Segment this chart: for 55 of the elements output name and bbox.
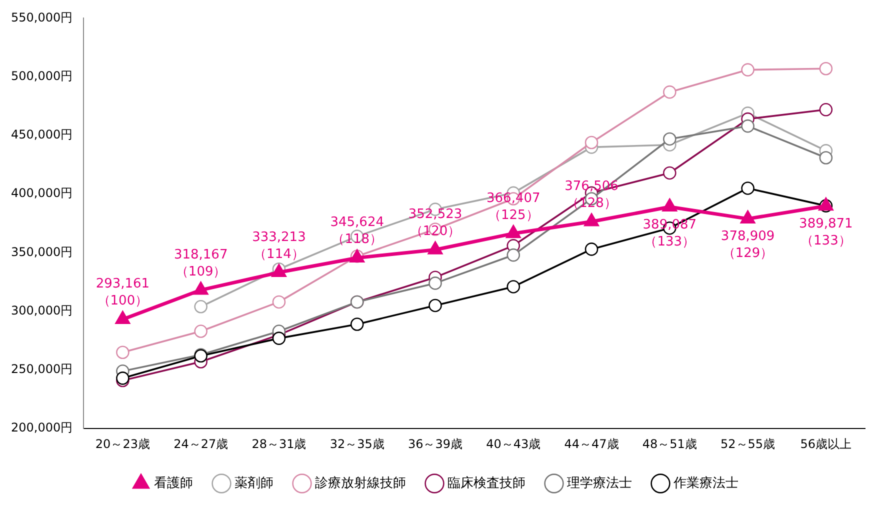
data-label: 293,161 （100） bbox=[96, 276, 150, 309]
legend-label: 理学療法士 bbox=[567, 476, 632, 491]
point bbox=[663, 85, 676, 99]
x-tick-label: 52～55歳 bbox=[720, 436, 776, 451]
data-label: 318,167 （109） bbox=[174, 247, 228, 280]
data-label: 366,407 （125） bbox=[486, 190, 540, 223]
data-label: 352,523 （120） bbox=[408, 207, 462, 240]
point bbox=[350, 318, 364, 331]
point bbox=[428, 276, 442, 290]
y-tick-label: 450,000円 bbox=[11, 128, 73, 142]
legend-label: 臨床検査技師 bbox=[448, 476, 526, 491]
legend-label: 薬剤師 bbox=[234, 476, 274, 491]
point bbox=[584, 136, 598, 150]
point bbox=[584, 242, 598, 256]
data-label: 376,506 （128） bbox=[564, 179, 618, 212]
x-tick-label: 36～39歳 bbox=[408, 436, 463, 451]
point bbox=[428, 298, 442, 312]
data-label: 333,213 （114） bbox=[252, 230, 306, 262]
y-tick-label: 350,000円 bbox=[11, 244, 73, 259]
x-tick-label: 40～43歳 bbox=[486, 436, 541, 451]
y-tick-label: 200,000円 bbox=[11, 420, 73, 435]
point bbox=[272, 295, 286, 309]
point bbox=[194, 300, 208, 314]
x-tick-label: 56歳以上 bbox=[800, 436, 852, 451]
data-label: 378,909 （129） bbox=[720, 229, 775, 262]
legend-label: 診療放射線技師 bbox=[315, 476, 406, 491]
point bbox=[741, 182, 754, 195]
x-tick-label: 44～47歳 bbox=[564, 436, 619, 451]
data-label: 389,871 （133） bbox=[799, 216, 853, 248]
y-tick-label: 300,000円 bbox=[11, 303, 73, 318]
point bbox=[819, 103, 833, 116]
x-tick-label: 20～23歳 bbox=[95, 436, 150, 451]
x-tick-label: 32～35歳 bbox=[330, 436, 384, 451]
y-tick-label: 400,000円 bbox=[11, 186, 73, 200]
point bbox=[506, 248, 520, 262]
x-tick-label: 24～27歳 bbox=[174, 436, 228, 451]
legend-label: 作業療法士 bbox=[672, 476, 738, 491]
point bbox=[116, 346, 130, 360]
point bbox=[741, 63, 754, 76]
point bbox=[116, 372, 130, 385]
data-label: 345,624 （118） bbox=[330, 215, 384, 248]
y-tick-label: 550,000円 bbox=[11, 10, 73, 24]
y-tick-label: 250,000円 bbox=[11, 362, 73, 376]
point bbox=[819, 151, 833, 164]
y-tick-label: 500,000円 bbox=[11, 68, 73, 83]
x-tick-label: 48～51歳 bbox=[642, 436, 697, 451]
point bbox=[663, 166, 676, 180]
point bbox=[819, 62, 833, 76]
point bbox=[194, 324, 208, 338]
x-tick-label: 28～31歳 bbox=[252, 436, 306, 451]
point bbox=[741, 119, 754, 133]
legend-label: 看護師 bbox=[154, 476, 193, 491]
point bbox=[663, 132, 676, 146]
point bbox=[506, 280, 520, 294]
point bbox=[272, 332, 286, 345]
